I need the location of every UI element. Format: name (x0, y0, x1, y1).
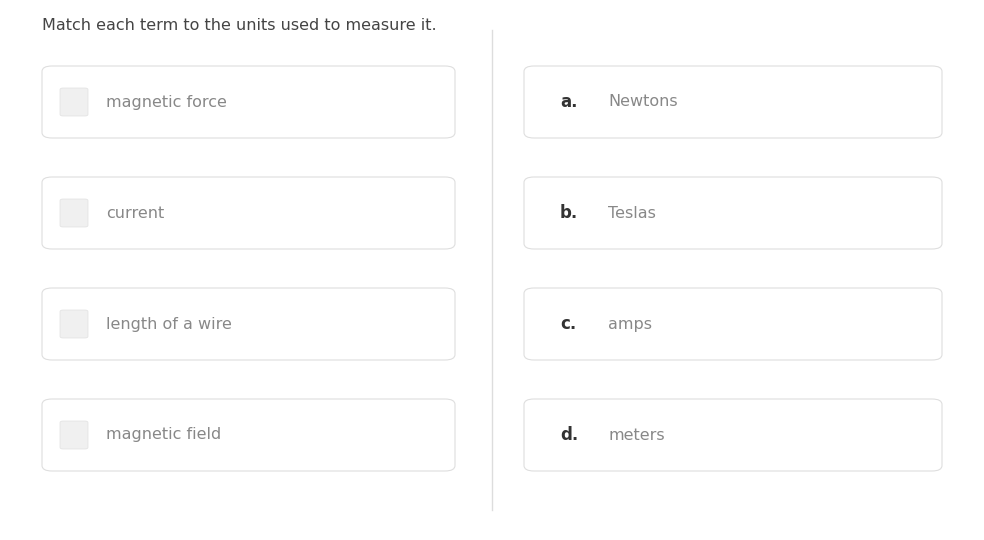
Text: current: current (106, 206, 164, 220)
Text: magnetic field: magnetic field (106, 428, 221, 442)
Text: b.: b. (560, 204, 579, 222)
FancyBboxPatch shape (42, 399, 455, 471)
Text: Newtons: Newtons (608, 94, 678, 110)
FancyBboxPatch shape (42, 66, 455, 138)
FancyBboxPatch shape (524, 399, 942, 471)
Text: c.: c. (560, 315, 577, 333)
Text: Match each term to the units used to measure it.: Match each term to the units used to mea… (42, 18, 437, 33)
FancyBboxPatch shape (60, 199, 88, 227)
Text: d.: d. (560, 426, 579, 444)
Text: length of a wire: length of a wire (106, 316, 232, 332)
FancyBboxPatch shape (60, 310, 88, 338)
Text: magnetic force: magnetic force (106, 94, 227, 110)
Text: amps: amps (608, 316, 652, 332)
FancyBboxPatch shape (524, 288, 942, 360)
Text: meters: meters (608, 428, 664, 442)
FancyBboxPatch shape (60, 88, 88, 116)
FancyBboxPatch shape (42, 288, 455, 360)
FancyBboxPatch shape (42, 177, 455, 249)
Text: a.: a. (560, 93, 578, 111)
Text: Teslas: Teslas (608, 206, 656, 220)
FancyBboxPatch shape (60, 421, 88, 449)
FancyBboxPatch shape (524, 177, 942, 249)
FancyBboxPatch shape (524, 66, 942, 138)
